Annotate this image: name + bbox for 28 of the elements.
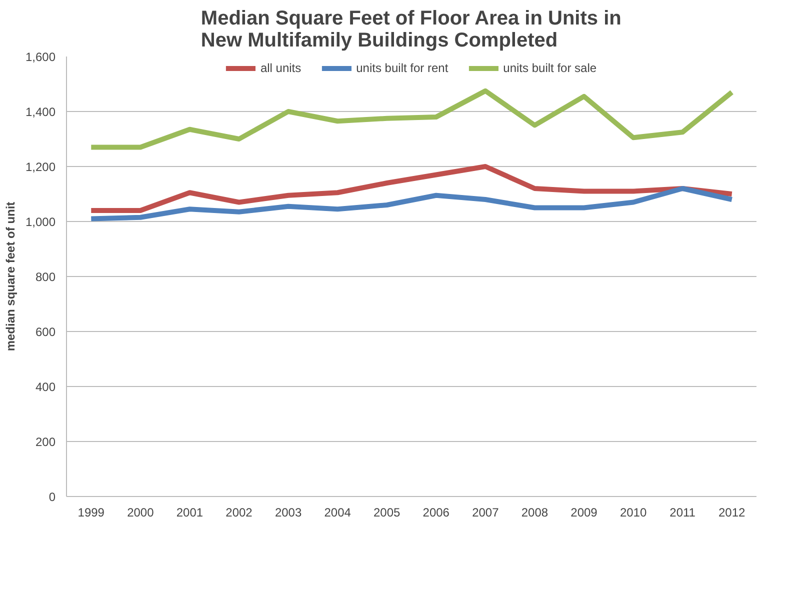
legend-label: units built for rent <box>356 61 448 75</box>
legend-label: units built for sale <box>503 61 597 75</box>
y-tick-label: 1,200 <box>25 160 56 174</box>
y-axis-title: median square feet of unit <box>3 202 18 352</box>
x-tick-label: 2009 <box>570 506 598 520</box>
x-tick-label: 2001 <box>176 506 204 520</box>
y-tick-label: 1,600 <box>25 50 56 64</box>
y-tick-label: 1,000 <box>25 215 56 229</box>
x-tick-label: 2002 <box>226 506 253 520</box>
x-tick-label: 2010 <box>620 506 647 520</box>
y-tick-label: 600 <box>35 325 56 339</box>
legend-label: all units <box>260 61 302 75</box>
x-tick-label: 1999 <box>78 506 105 520</box>
y-tick-label: 200 <box>35 435 56 449</box>
x-tick-label: 2000 <box>127 506 154 520</box>
x-tick-label: 2003 <box>274 506 302 520</box>
chart-title: Median Square Feet of Floor Area in Units in New Multifamily Buildings Completed <box>200 8 622 52</box>
y-tick-label: 400 <box>35 380 56 394</box>
y-tick-label: 1,400 <box>25 105 56 119</box>
x-tick-label: 2005 <box>374 506 401 520</box>
x-tick-label: 2007 <box>472 506 500 520</box>
x-tick-label: 2008 <box>521 506 548 520</box>
x-tick-label: 2004 <box>324 506 352 520</box>
x-tick-label: 2012 <box>718 506 746 520</box>
x-tick-label: 2006 <box>422 506 450 520</box>
x-tick-label: 2011 <box>670 506 696 520</box>
y-tick-label: 800 <box>35 270 56 284</box>
y-tick-label: 0 <box>48 490 56 504</box>
